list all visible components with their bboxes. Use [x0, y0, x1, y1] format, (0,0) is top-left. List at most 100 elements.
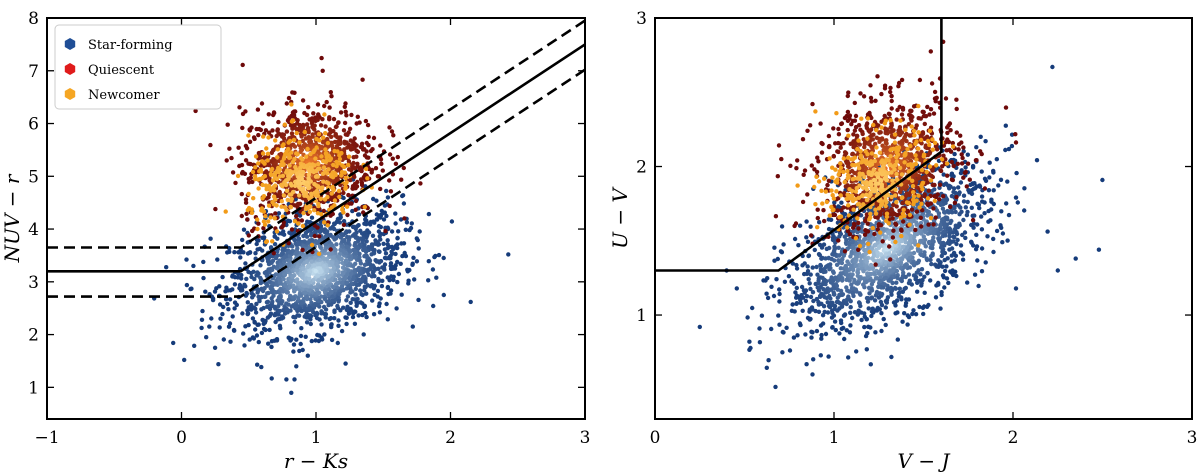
- data-point: [243, 143, 249, 149]
- data-point: [918, 272, 923, 277]
- data-point: [374, 259, 379, 264]
- data-point: [906, 297, 912, 302]
- data-point: [971, 243, 976, 248]
- data-point: [329, 94, 334, 99]
- data-point: [970, 163, 976, 169]
- data-point: [358, 261, 364, 266]
- data-point: [353, 184, 358, 189]
- data-point: [362, 153, 368, 158]
- data-point: [1000, 231, 1006, 236]
- data-point: [333, 281, 339, 287]
- data-point: [328, 90, 333, 95]
- data-point: [337, 220, 343, 225]
- data-point: [203, 289, 208, 294]
- data-point: [820, 313, 826, 318]
- data-point: [874, 291, 879, 296]
- data-point: [834, 262, 840, 267]
- data-point: [940, 273, 946, 278]
- data-point: [960, 257, 966, 262]
- data-point: [942, 223, 947, 228]
- data-point: [895, 257, 900, 263]
- data-point: [938, 245, 944, 250]
- data-point: [331, 162, 336, 168]
- data-point: [911, 104, 917, 109]
- data-point: [869, 313, 874, 319]
- data-point: [833, 327, 838, 333]
- data-point: [370, 233, 376, 238]
- data-point: [288, 231, 294, 236]
- data-point: [830, 302, 836, 308]
- data-point: [341, 210, 346, 215]
- data-point: [808, 224, 813, 229]
- data-point: [312, 208, 317, 213]
- data-point: [259, 364, 264, 370]
- data-point: [930, 245, 935, 251]
- data-point: [257, 298, 262, 304]
- data-point: [869, 288, 875, 293]
- data-point: [781, 330, 786, 335]
- data-point: [893, 262, 898, 267]
- data-point: [867, 291, 872, 296]
- data-point: [245, 207, 250, 213]
- data-point: [273, 290, 279, 295]
- data-point: [315, 211, 321, 216]
- data-point: [259, 277, 264, 283]
- data-point: [304, 295, 310, 300]
- data-point: [385, 317, 390, 322]
- data-point: [223, 209, 228, 214]
- data-point: [417, 229, 422, 234]
- data-point: [273, 255, 279, 261]
- data-point: [836, 132, 842, 137]
- data-point: [184, 257, 189, 262]
- data-point: [986, 208, 991, 214]
- data-point: [961, 217, 966, 223]
- data-point: [349, 271, 354, 276]
- data-point: [344, 204, 350, 209]
- data-point: [809, 305, 815, 310]
- data-point: [252, 320, 257, 325]
- data-point: [792, 309, 797, 314]
- data-point: [979, 227, 985, 232]
- data-point: [954, 106, 959, 112]
- data-point: [370, 298, 375, 303]
- data-point: [289, 336, 294, 342]
- data-point: [299, 272, 304, 277]
- data-point: [794, 262, 799, 268]
- data-point: [893, 311, 898, 316]
- data-point: [804, 362, 809, 367]
- data-point: [941, 182, 947, 187]
- data-point: [256, 161, 261, 166]
- data-point: [193, 108, 198, 114]
- data-point: [937, 238, 942, 243]
- data-point: [1013, 195, 1019, 200]
- data-point: [883, 305, 888, 310]
- data-point: [969, 239, 974, 244]
- data-point: [958, 250, 964, 255]
- data-point: [320, 117, 325, 122]
- data-point: [279, 301, 284, 306]
- data-point: [278, 326, 283, 331]
- data-point: [862, 236, 868, 242]
- data-point: [919, 252, 924, 258]
- data-point: [385, 275, 390, 280]
- data-point: [256, 339, 261, 345]
- data-point: [301, 210, 306, 216]
- data-point: [816, 252, 822, 257]
- data-point: [804, 219, 809, 224]
- data-point: [341, 190, 346, 196]
- data-point: [925, 104, 930, 110]
- data-point: [974, 145, 979, 150]
- data-point: [1045, 229, 1050, 234]
- data-point: [987, 175, 992, 180]
- data-point: [1006, 146, 1012, 152]
- data-point: [390, 251, 395, 256]
- data-point: [909, 245, 914, 250]
- y-tick-label: 7: [28, 62, 39, 82]
- data-point: [324, 180, 329, 185]
- data-point: [245, 311, 250, 317]
- data-point: [298, 341, 303, 347]
- data-point: [309, 157, 314, 162]
- data-point: [825, 310, 831, 315]
- data-point: [234, 302, 239, 308]
- data-point: [895, 337, 900, 342]
